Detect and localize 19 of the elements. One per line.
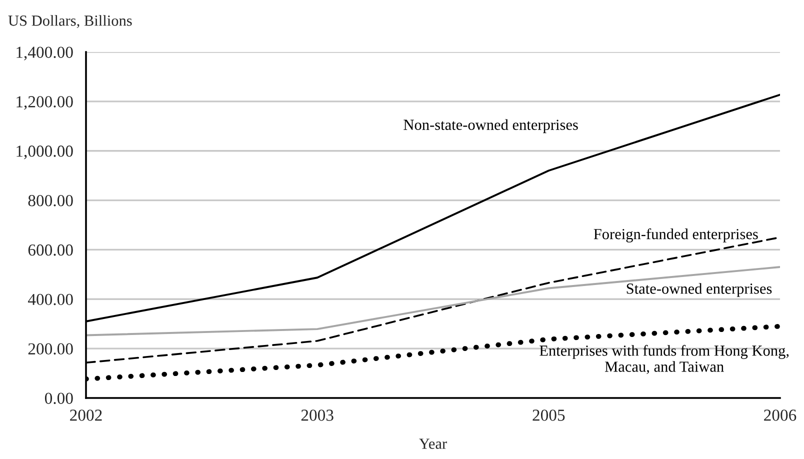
- line-series: [86, 266, 780, 336]
- y-tick-label: 600.00: [28, 244, 73, 256]
- y-tick-label: 200.00: [28, 343, 73, 355]
- series-label: State-owned enterprises: [626, 283, 772, 297]
- y-tick-label: 400.00: [28, 294, 73, 306]
- y-tick-label: 1,000.00: [16, 146, 73, 160]
- x-tick-label: 2006: [764, 410, 796, 421]
- x-axis-title: Year: [419, 438, 447, 449]
- x-tick-label: 2002: [70, 410, 102, 421]
- x-tick-label: 2005: [532, 410, 565, 421]
- series-label: Enterprises with funds from Hong Kong, Macau, and Taiwan: [540, 344, 789, 374]
- series-label: Non-state-owned enterprises: [404, 119, 578, 134]
- x-tick-label: 2003: [301, 410, 334, 421]
- y-tick-label: 1,400.00: [16, 46, 73, 60]
- y-tick-label: 800.00: [28, 194, 73, 206]
- series-label: Foreign-funded enterprises: [594, 228, 758, 242]
- y-tick-label: 1,200.00: [16, 96, 73, 110]
- y-tick-label: 0.00: [44, 392, 73, 404]
- y-axis-title: US Dollars, Billions: [8, 15, 132, 28]
